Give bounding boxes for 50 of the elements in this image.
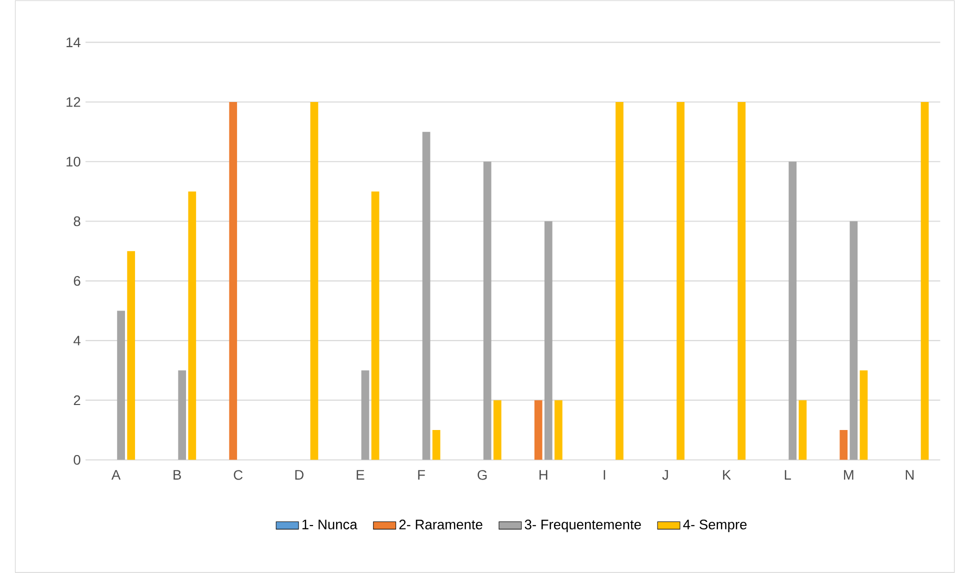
bar: [788, 162, 797, 460]
x-tick-label: E: [356, 470, 364, 480]
bar: [178, 370, 186, 460]
x-tick-label: G: [478, 470, 487, 480]
x-tick-label: N: [906, 470, 914, 480]
bar: [676, 102, 684, 460]
x-tick-label: L: [784, 470, 791, 480]
x-tick-label: D: [295, 470, 304, 480]
x-tick-label: I: [604, 470, 606, 480]
bar: [554, 400, 562, 460]
x-tick-label: H: [540, 470, 548, 480]
legend-label: 1- Nunca: [302, 520, 358, 530]
bar: [117, 310, 125, 460]
y-tick-label: 8: [74, 216, 80, 226]
bar: [483, 162, 492, 460]
y-tick-label: 2: [74, 395, 80, 405]
x-tick-label: B: [174, 470, 181, 480]
y-tick-label: 0: [74, 454, 80, 465]
bar: [534, 400, 542, 460]
bar: [188, 191, 196, 460]
legend-label: 4- Sempre: [683, 520, 747, 532]
bar: [616, 102, 624, 460]
legend-label: 2- Raramente: [399, 520, 482, 530]
bar: [738, 102, 746, 460]
bar: [544, 221, 552, 460]
bar: [493, 400, 502, 460]
bar: [422, 132, 430, 460]
y-tick-label: 4: [74, 336, 80, 346]
bar: [371, 191, 380, 460]
y-tick-label: 10: [66, 156, 80, 166]
bar: [920, 102, 929, 460]
x-tick-label: J: [662, 470, 668, 480]
bar: [860, 370, 868, 460]
legend-label: 3- Frequentemente: [524, 520, 641, 532]
x-tick-label: C: [234, 470, 243, 480]
y-tick-label: 6: [74, 276, 80, 286]
bar: [432, 430, 440, 460]
bar: [127, 251, 136, 460]
bar: [361, 370, 370, 460]
bar: [310, 102, 318, 460]
x-tick-label: F: [418, 470, 425, 480]
y-tick-label: 12: [66, 97, 80, 107]
bar: [798, 400, 807, 460]
x-tick-label: M: [844, 470, 854, 480]
bar: [229, 102, 238, 460]
x-tick-label: A: [111, 470, 121, 480]
bar: [840, 430, 848, 460]
x-tick-label: K: [723, 470, 731, 480]
bar: [850, 221, 858, 460]
y-tick-label: 14: [66, 38, 80, 48]
